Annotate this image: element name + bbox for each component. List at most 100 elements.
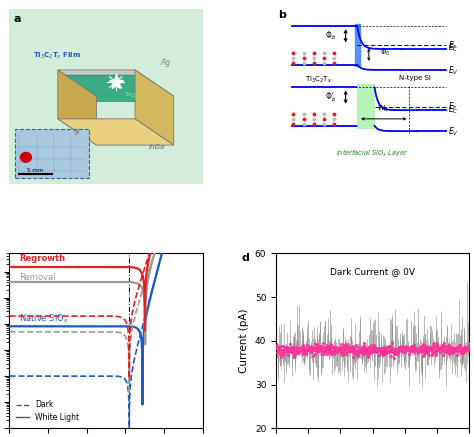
Point bbox=[303, 345, 311, 352]
Point bbox=[365, 343, 373, 350]
Point bbox=[290, 346, 298, 353]
Point bbox=[379, 346, 387, 353]
Point bbox=[453, 344, 460, 351]
Point bbox=[315, 345, 322, 352]
Point bbox=[447, 343, 455, 350]
Point bbox=[449, 345, 456, 352]
Point bbox=[367, 343, 374, 350]
Point bbox=[388, 340, 395, 347]
Point bbox=[434, 340, 441, 347]
Point bbox=[279, 343, 286, 350]
Point bbox=[422, 346, 430, 353]
Text: Ag: Ag bbox=[160, 58, 170, 67]
Point bbox=[312, 347, 320, 354]
Point bbox=[280, 347, 288, 354]
Point bbox=[344, 344, 351, 351]
Point bbox=[312, 345, 320, 352]
Point bbox=[353, 347, 361, 354]
Point bbox=[352, 341, 359, 348]
Point bbox=[424, 349, 431, 356]
Point bbox=[410, 343, 417, 350]
Point bbox=[410, 347, 417, 354]
Point bbox=[337, 345, 344, 352]
Point bbox=[305, 346, 313, 353]
Point bbox=[431, 347, 439, 354]
Point bbox=[420, 345, 428, 352]
Point bbox=[356, 346, 363, 353]
Point bbox=[322, 345, 329, 352]
Point bbox=[430, 340, 438, 347]
Point bbox=[395, 343, 402, 350]
Point bbox=[300, 346, 308, 353]
Point bbox=[456, 348, 464, 355]
Point bbox=[371, 345, 378, 352]
Point bbox=[325, 344, 332, 351]
Point bbox=[339, 346, 346, 353]
Point bbox=[433, 345, 441, 352]
Point bbox=[388, 347, 396, 354]
Point bbox=[419, 347, 426, 354]
Point bbox=[457, 345, 465, 352]
Point bbox=[323, 344, 331, 351]
Point bbox=[433, 351, 440, 358]
Point bbox=[461, 347, 469, 354]
Point bbox=[386, 348, 393, 355]
Point bbox=[417, 345, 424, 352]
Point bbox=[442, 343, 449, 350]
Point bbox=[376, 347, 384, 354]
Point bbox=[465, 340, 473, 347]
Point bbox=[394, 347, 402, 354]
Point bbox=[318, 350, 326, 357]
Point bbox=[452, 344, 460, 351]
Point bbox=[380, 347, 388, 354]
Point bbox=[318, 346, 325, 353]
Text: $E_V$: $E_V$ bbox=[448, 65, 459, 77]
Point bbox=[291, 346, 299, 353]
Point bbox=[412, 346, 420, 353]
Point bbox=[396, 344, 404, 351]
Point bbox=[384, 346, 392, 353]
Point bbox=[423, 345, 431, 352]
Point bbox=[337, 341, 345, 348]
Point bbox=[444, 348, 451, 355]
Point bbox=[357, 348, 365, 355]
Point bbox=[465, 343, 473, 350]
Polygon shape bbox=[135, 70, 173, 145]
Point bbox=[337, 349, 345, 356]
Point bbox=[438, 345, 446, 352]
Point bbox=[428, 347, 436, 354]
Point bbox=[353, 348, 360, 355]
Point bbox=[360, 339, 368, 346]
Point bbox=[413, 346, 421, 353]
Point bbox=[413, 348, 420, 355]
Point bbox=[346, 347, 354, 354]
Point bbox=[304, 346, 311, 353]
Point bbox=[375, 347, 383, 354]
Point bbox=[348, 347, 356, 354]
Point bbox=[432, 347, 439, 354]
Point bbox=[456, 344, 463, 351]
Point bbox=[390, 349, 398, 356]
Point bbox=[438, 343, 445, 350]
Point bbox=[391, 351, 399, 358]
Point bbox=[390, 348, 397, 355]
Point bbox=[339, 343, 346, 350]
Point bbox=[448, 346, 456, 353]
Point bbox=[418, 345, 426, 352]
Point bbox=[367, 346, 375, 353]
Point bbox=[396, 347, 403, 354]
Point bbox=[457, 344, 465, 351]
Point bbox=[361, 345, 368, 352]
Point bbox=[327, 348, 334, 355]
Point bbox=[372, 345, 380, 352]
Point bbox=[349, 348, 356, 355]
Point bbox=[450, 347, 458, 354]
Point bbox=[370, 342, 378, 349]
Point bbox=[276, 345, 283, 352]
Point bbox=[401, 343, 409, 350]
Point bbox=[299, 344, 306, 351]
Point bbox=[317, 343, 324, 350]
Point bbox=[439, 345, 447, 352]
Point bbox=[435, 345, 442, 352]
Point bbox=[292, 346, 300, 353]
